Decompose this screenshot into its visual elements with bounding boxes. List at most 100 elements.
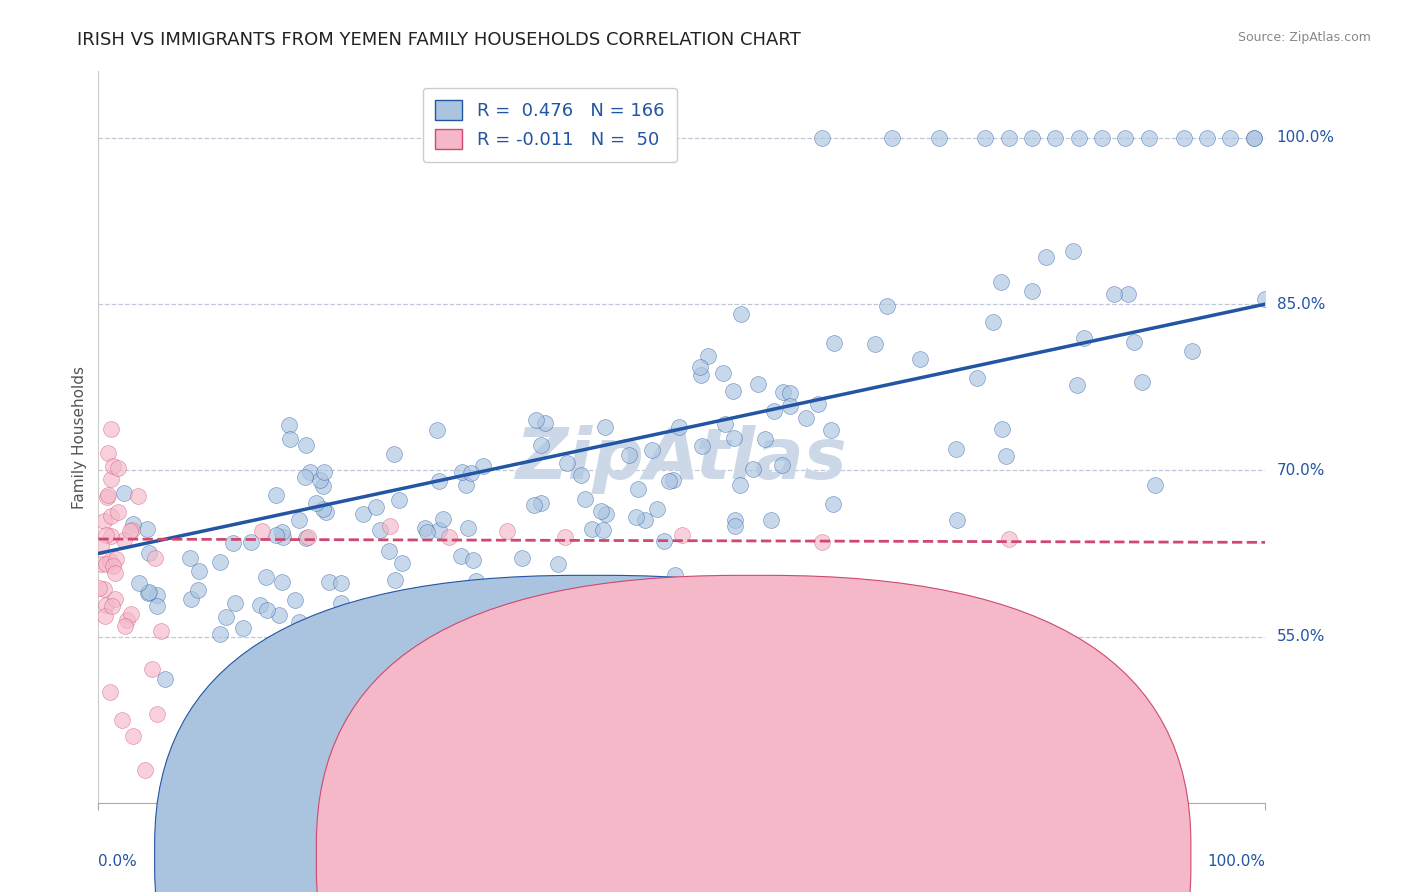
Point bbox=[523, 499, 546, 513]
Point bbox=[723, 431, 745, 445]
Point bbox=[821, 496, 844, 510]
Point bbox=[120, 524, 142, 538]
Point bbox=[759, 513, 782, 527]
Point bbox=[524, 413, 547, 427]
Point bbox=[689, 360, 711, 375]
Point bbox=[1143, 477, 1166, 491]
Point bbox=[271, 530, 294, 544]
Point bbox=[807, 396, 830, 410]
Text: 100.0%: 100.0% bbox=[1277, 130, 1334, 145]
Point bbox=[127, 489, 149, 503]
Point bbox=[1243, 131, 1265, 145]
Point bbox=[624, 509, 647, 524]
Point bbox=[98, 685, 121, 699]
Point bbox=[1254, 292, 1277, 306]
Point bbox=[105, 552, 128, 566]
Point bbox=[96, 490, 118, 504]
Point bbox=[209, 627, 232, 641]
Point bbox=[270, 525, 292, 540]
Point bbox=[779, 399, 801, 413]
Point bbox=[188, 564, 211, 578]
Point bbox=[496, 524, 519, 539]
Point bbox=[318, 575, 340, 590]
Point bbox=[530, 496, 553, 510]
Point bbox=[187, 583, 209, 598]
Point bbox=[1035, 250, 1057, 264]
Point bbox=[1067, 131, 1090, 145]
Point bbox=[179, 551, 201, 566]
Point bbox=[87, 581, 110, 595]
Point bbox=[668, 420, 690, 434]
Point bbox=[103, 591, 125, 606]
Text: Irish: Irish bbox=[614, 851, 647, 865]
Point bbox=[1130, 375, 1153, 389]
Point bbox=[461, 553, 484, 567]
Point bbox=[724, 513, 747, 527]
Point bbox=[711, 366, 734, 380]
Point bbox=[730, 307, 752, 321]
Point bbox=[728, 478, 751, 492]
Legend: R =  0.476   N = 166, R = -0.011   N =  50: R = 0.476 N = 166, R = -0.011 N = 50 bbox=[423, 87, 676, 161]
Point bbox=[128, 576, 150, 591]
Point bbox=[908, 351, 931, 366]
Point bbox=[555, 456, 578, 470]
Point bbox=[329, 596, 352, 610]
Point bbox=[344, 640, 367, 655]
Point bbox=[107, 505, 129, 519]
Point bbox=[1116, 287, 1139, 301]
Point bbox=[308, 473, 330, 487]
Point bbox=[100, 422, 122, 436]
Point bbox=[450, 465, 472, 479]
Point bbox=[1123, 335, 1146, 350]
Point bbox=[256, 602, 278, 616]
Point bbox=[634, 513, 657, 527]
Point bbox=[1021, 285, 1043, 299]
Point bbox=[215, 610, 238, 624]
Point bbox=[380, 518, 402, 533]
Point bbox=[94, 609, 117, 624]
Text: 55.0%: 55.0% bbox=[1277, 629, 1324, 644]
Point bbox=[115, 613, 138, 627]
Point bbox=[696, 349, 718, 363]
Point bbox=[330, 575, 353, 590]
Point bbox=[595, 507, 617, 521]
Y-axis label: Family Households: Family Households bbox=[72, 366, 87, 508]
Point bbox=[97, 488, 120, 502]
Point bbox=[997, 532, 1019, 546]
Point bbox=[664, 568, 686, 582]
Point bbox=[754, 433, 776, 447]
Point bbox=[1073, 330, 1095, 344]
Point bbox=[104, 566, 127, 580]
Point bbox=[641, 443, 664, 458]
Point bbox=[1114, 131, 1136, 145]
Point bbox=[724, 519, 747, 533]
Point bbox=[250, 524, 273, 539]
Point bbox=[779, 385, 801, 400]
Point bbox=[432, 512, 454, 526]
Point bbox=[295, 531, 318, 545]
Point bbox=[574, 492, 596, 507]
Point bbox=[617, 448, 640, 462]
Point bbox=[714, 417, 737, 431]
Point bbox=[1181, 344, 1204, 359]
Point bbox=[305, 496, 328, 510]
Point bbox=[991, 422, 1014, 436]
Point bbox=[299, 465, 322, 479]
Point bbox=[510, 550, 533, 565]
Point bbox=[772, 384, 794, 399]
Point bbox=[97, 445, 120, 459]
Point bbox=[112, 533, 135, 548]
Point bbox=[569, 467, 592, 482]
Point bbox=[388, 492, 411, 507]
Point bbox=[416, 524, 439, 539]
Point bbox=[94, 528, 117, 542]
Point bbox=[530, 437, 553, 451]
Point bbox=[93, 582, 115, 596]
Point bbox=[145, 588, 167, 602]
Point bbox=[534, 416, 557, 430]
Point bbox=[863, 337, 886, 351]
Point bbox=[254, 570, 277, 584]
Text: 100.0%: 100.0% bbox=[1208, 854, 1265, 869]
Point bbox=[135, 523, 157, 537]
Point bbox=[990, 276, 1012, 290]
